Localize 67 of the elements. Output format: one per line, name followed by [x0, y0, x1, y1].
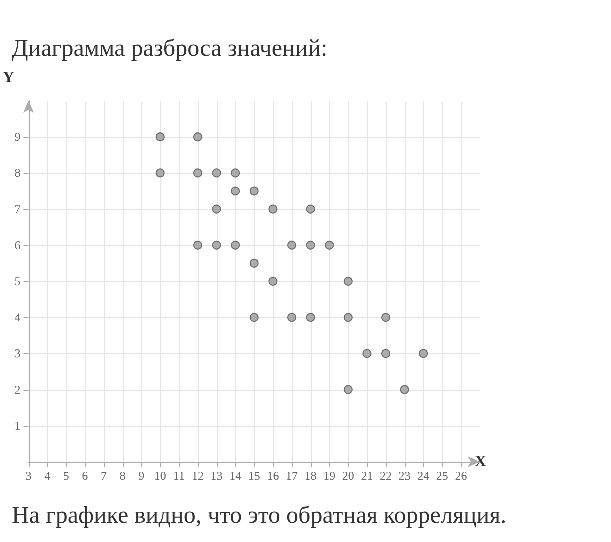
y-tick-label: 3	[14, 346, 21, 361]
point	[250, 313, 259, 322]
point	[382, 349, 390, 358]
x-tick-label: 19	[324, 469, 336, 483]
point	[156, 132, 165, 142]
y-tick-label: 7	[14, 202, 21, 216]
point	[193, 240, 202, 250]
x-axis-title: X	[475, 454, 487, 470]
chart-title: Диаграмма разброса значений:	[12, 36, 328, 63]
x-tick-label: 12	[192, 469, 204, 483]
x-tick-label: 18	[304, 469, 317, 483]
x-tick-label: 11	[173, 469, 185, 483]
point	[288, 313, 296, 322]
point	[156, 168, 165, 178]
x-tick-label: 6	[82, 469, 88, 483]
y-tick-label: 1	[14, 418, 21, 433]
point	[344, 385, 353, 394]
point	[344, 277, 353, 286]
point	[231, 168, 240, 178]
y-tick-label: 4	[14, 310, 21, 325]
point	[193, 168, 202, 178]
point	[362, 349, 372, 358]
point	[212, 240, 222, 250]
point	[250, 186, 259, 196]
point	[344, 313, 353, 322]
x-tick-label: 4	[44, 469, 51, 483]
y-axis-title: Y	[2, 70, 15, 86]
point	[231, 186, 240, 196]
x-tick-label: 9	[138, 469, 145, 483]
point	[212, 204, 222, 214]
x-tick-label: 8	[120, 469, 126, 483]
point	[325, 240, 334, 250]
point	[306, 313, 316, 322]
y-tick-label: 8	[14, 166, 21, 180]
x-tick-label: 7	[100, 469, 107, 483]
y-tick-label: 2	[14, 382, 21, 397]
point	[382, 313, 390, 322]
y-tick-label: 9	[14, 130, 21, 144]
x-tick-label: 20	[342, 469, 354, 483]
point	[231, 240, 240, 250]
x-tick-label: 25	[436, 469, 448, 483]
point	[306, 240, 316, 250]
x-tick-label: 23	[398, 469, 411, 483]
point	[268, 277, 278, 286]
x-tick-label: 21	[361, 469, 374, 483]
point	[288, 240, 296, 250]
point	[193, 132, 202, 142]
x-tick-label: 14	[230, 469, 242, 483]
point	[306, 204, 316, 214]
point	[250, 258, 259, 268]
x-tick-label: 26	[455, 469, 468, 483]
y-tick-label: 5	[14, 274, 21, 288]
x-tick-label: 3	[26, 469, 32, 483]
point	[212, 168, 222, 178]
x-tick-label: 16	[267, 469, 280, 483]
point	[400, 385, 410, 394]
point	[419, 349, 428, 358]
point	[268, 204, 278, 214]
x-tick-label: 24	[418, 469, 430, 483]
x-tick-label: 13	[210, 469, 223, 483]
x-tick-label: 17	[286, 469, 298, 483]
x-tick-label: 22	[380, 469, 392, 483]
y-tick-label: 6	[14, 238, 21, 252]
x-tick-label: 10	[154, 469, 166, 483]
x-tick-label: 5	[63, 469, 70, 483]
x-tick-label: 15	[248, 469, 260, 483]
text: На графике видно, что это обратная корреляция.	[12, 503, 507, 530]
